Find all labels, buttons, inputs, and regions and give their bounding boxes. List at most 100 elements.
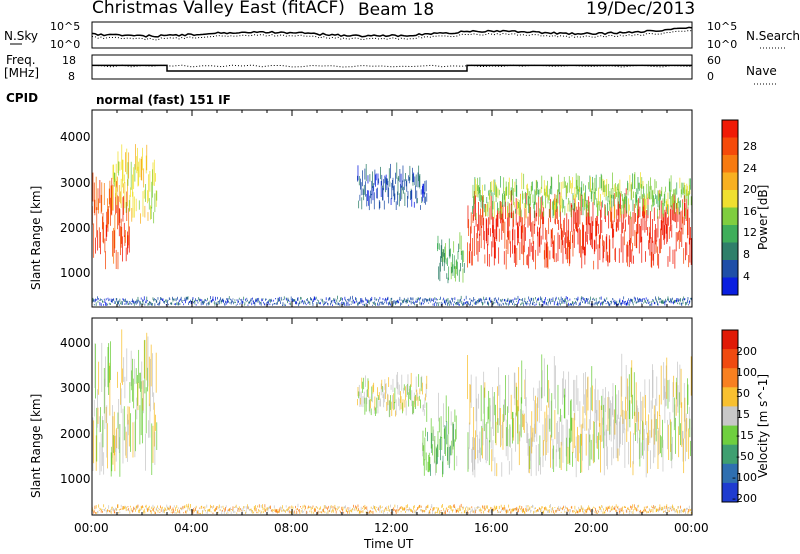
power-cell [122,236,123,262]
velocity-cell [626,510,628,513]
velocity-cell [585,511,587,514]
power-cell [463,263,465,273]
velocity-cell [612,396,613,416]
velocity-cell [412,406,414,415]
power-cell [316,302,318,305]
velocity-cell [411,390,413,407]
power-cell [306,299,308,301]
velocity-cell [519,505,521,508]
power-cell [103,304,105,306]
power-cell [151,303,153,306]
power-cell [558,182,560,195]
power-cell [228,301,230,303]
power-cbar-tick-12: 12 [743,226,757,239]
power-cell [385,297,386,301]
velocity-cell [450,411,452,426]
velocity-cell [562,378,563,405]
power-cell [418,297,420,301]
velocity-cell [427,504,429,509]
power-cell [506,302,508,306]
velocity-cell [564,511,566,513]
velocity-cell [687,384,689,405]
power-cell [99,301,101,306]
power-cell [100,303,102,306]
power-cell [425,298,426,300]
power-cell [386,302,388,305]
power-cell [232,300,233,303]
power-cell [108,299,110,302]
velocity-cell [503,404,505,422]
power-cell [323,303,325,305]
power-cell [494,302,496,304]
power-cell [557,189,558,206]
velocity-cell [515,507,516,510]
velocity-cell [362,509,364,513]
power-cell [392,303,394,306]
velocity-cell [544,507,546,511]
power-cell [408,175,410,181]
power-cell [518,226,520,244]
velocity-cell [168,508,170,510]
power-cell [218,301,220,303]
velocity-cell [580,424,582,446]
velocity-cell [225,507,226,511]
velocity-cell [540,509,542,514]
power-cell [495,218,497,240]
power-cell [667,296,669,300]
power-cell [110,300,112,303]
power-cell [145,299,147,304]
power-cell [542,300,543,303]
velocity-cell [676,509,678,511]
power-cell [222,298,224,302]
power-cell [516,185,518,198]
velocity-cell [485,439,487,464]
velocity-cell [328,510,330,512]
power-cell [210,296,211,300]
velocity-cell [417,392,418,400]
power-cell [146,144,148,171]
velocity-cell [682,431,684,462]
velocity-cell [132,510,133,513]
power-cell [387,178,388,186]
power-cell [540,235,542,245]
power-cell [513,210,515,227]
power-cell [173,298,175,301]
power-cell [147,303,149,306]
power-cell [437,235,439,250]
velocity-cell [192,510,194,514]
power-cell [530,297,532,302]
power-cell [630,298,632,302]
power-cell [136,156,138,174]
power-cell [687,209,688,239]
power-cell [427,299,429,301]
velocity-cell [510,394,512,420]
velocity-cell [427,461,429,472]
velocity-cell [675,511,676,513]
velocity-cell [200,506,202,508]
power-cell [482,184,483,195]
velocity-cell [109,362,111,416]
velocity-cell [494,507,496,511]
velocity-cell [345,505,346,508]
velocity-cell [536,510,538,512]
velocity-cell [478,438,480,453]
velocity-cell [650,509,652,512]
velocity-cell [534,423,536,438]
power-cell [603,298,605,301]
power-cell [473,196,475,209]
velocity-cell [690,356,692,396]
power-cell [130,161,132,190]
power-cell [440,303,442,306]
velocity-cell [555,510,556,513]
velocity-cell [662,507,664,511]
velocity-cell [246,506,248,510]
velocity-cell [295,505,296,509]
power-cell [637,177,639,195]
velocity-cell [523,508,525,512]
power-cell [668,226,670,239]
power-cell [324,301,326,304]
velocity-cell [513,418,515,441]
velocity-cell [483,510,485,514]
power-cell [581,181,583,196]
